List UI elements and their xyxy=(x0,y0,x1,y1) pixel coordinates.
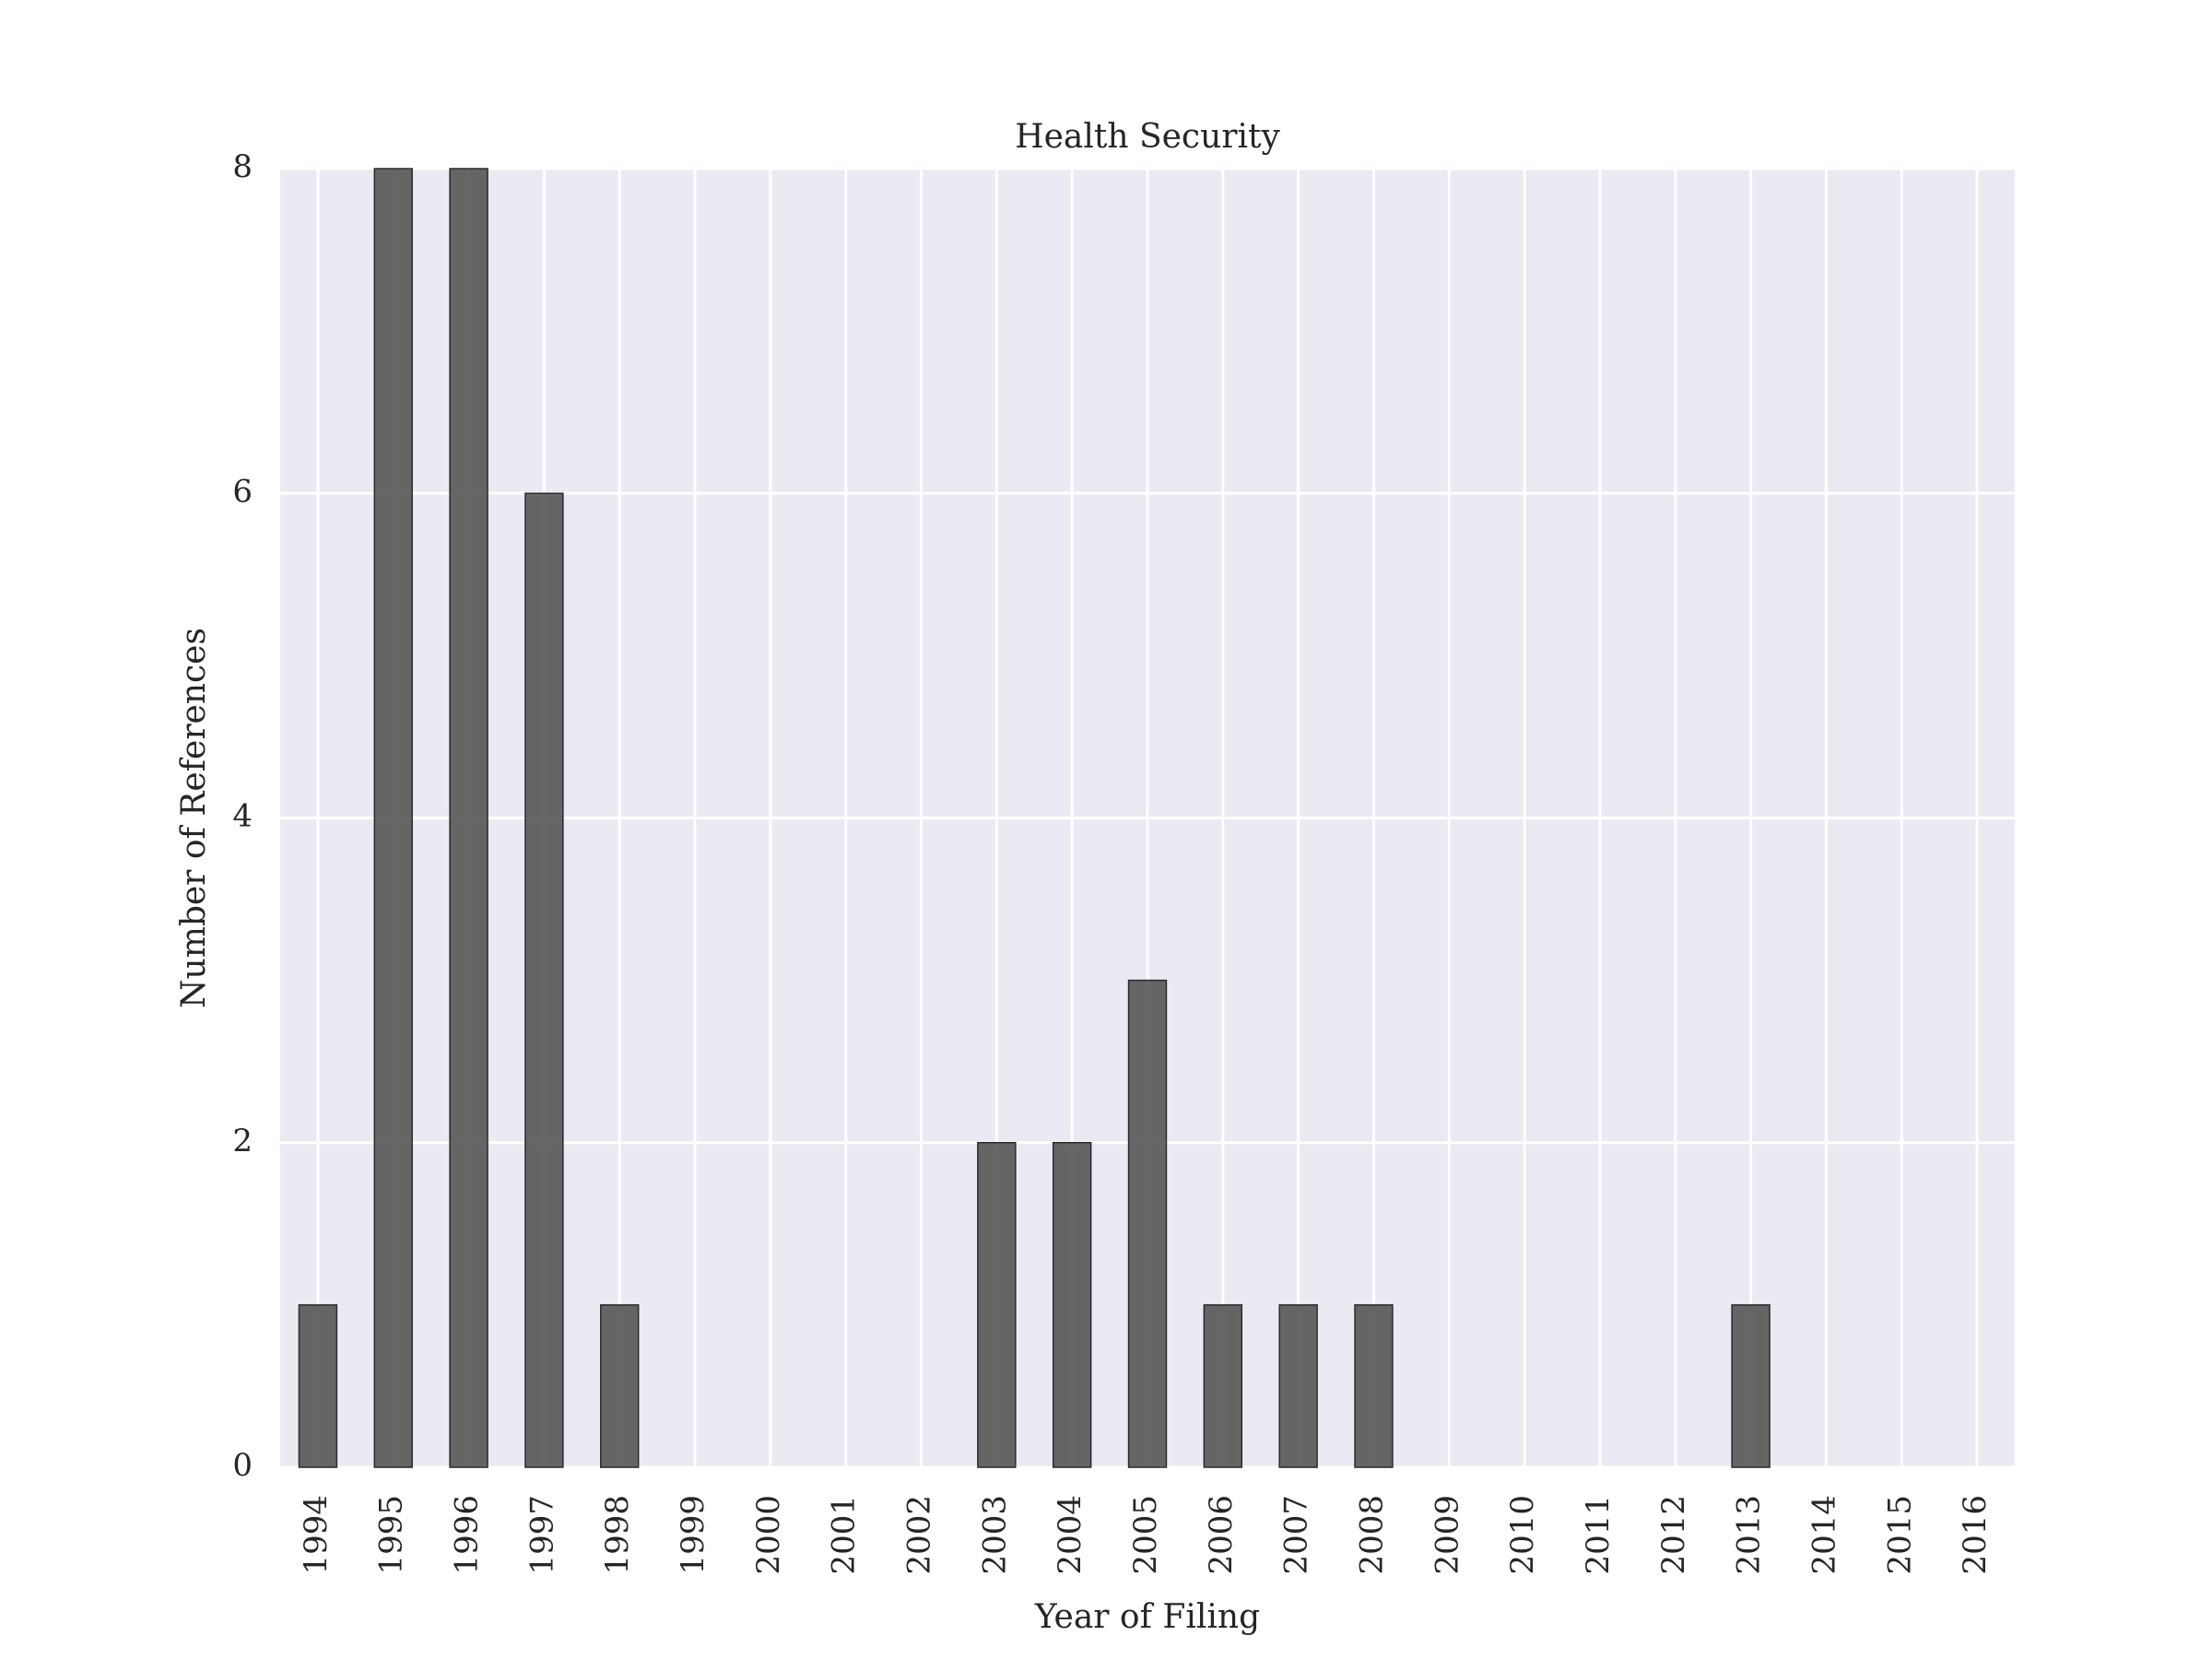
x-tick-label: 1998 xyxy=(599,1495,636,1575)
y-tick-label: 4 xyxy=(232,798,253,835)
x-tick-label: 2013 xyxy=(1731,1495,1768,1575)
y-tick-labels: 0 2 4 6 8 xyxy=(232,148,253,1484)
bar-1997 xyxy=(524,492,564,1468)
x-tick-label: 2007 xyxy=(1278,1495,1315,1575)
x-tick-label: 2001 xyxy=(826,1495,863,1575)
x-tick-label: 2008 xyxy=(1353,1495,1390,1575)
x-tick-label: 1995 xyxy=(373,1495,410,1575)
bar-1994 xyxy=(298,1304,338,1468)
x-tick-label: 2006 xyxy=(1203,1495,1240,1575)
x-tick-label: 2009 xyxy=(1429,1495,1465,1575)
bar-2006 xyxy=(1203,1304,1243,1468)
x-tick-label: 1999 xyxy=(675,1495,712,1575)
x-tick-label: 2014 xyxy=(1806,1495,1842,1575)
bar-1995 xyxy=(373,168,413,1468)
x-tick-label: 2012 xyxy=(1655,1495,1692,1575)
x-axis-label: Year of Filing xyxy=(1034,1598,1260,1636)
x-tick-label: 2016 xyxy=(1957,1495,1994,1575)
grid-lines xyxy=(280,167,2015,1469)
chart-title: Health Security xyxy=(1015,118,1280,156)
x-tick-label: 2000 xyxy=(750,1495,787,1575)
x-tick-label: 2010 xyxy=(1504,1495,1541,1575)
y-tick-label: 6 xyxy=(232,473,253,510)
x-tick-label: 2011 xyxy=(1580,1495,1617,1575)
y-tick-label: 0 xyxy=(232,1447,253,1484)
y-tick-label: 8 xyxy=(232,148,253,185)
bar-1998 xyxy=(600,1304,640,1468)
bar-2005 xyxy=(1127,979,1168,1468)
bar-2013 xyxy=(1731,1304,1771,1468)
bars xyxy=(298,168,1771,1468)
x-tick-label: 2004 xyxy=(1052,1495,1088,1575)
x-tick-label: 2003 xyxy=(976,1495,1013,1575)
x-tick-label: 2015 xyxy=(1881,1495,1918,1575)
x-tick-label: 2005 xyxy=(1127,1495,1164,1575)
bar-2008 xyxy=(1354,1304,1394,1468)
x-tick-label: 1996 xyxy=(449,1495,486,1575)
bar-2003 xyxy=(977,1142,1017,1468)
x-tick-label: 2002 xyxy=(901,1495,938,1575)
bar-2004 xyxy=(1052,1142,1092,1468)
y-tick-label: 2 xyxy=(232,1123,253,1159)
bar-2007 xyxy=(1278,1304,1318,1468)
x-tick-label: 1994 xyxy=(298,1495,335,1575)
bar-1996 xyxy=(449,168,488,1468)
x-tick-label: 1997 xyxy=(524,1495,560,1575)
y-axis-label: Number of References xyxy=(175,628,213,1008)
x-tick-labels: 1994 1995 1996 1997 1998 1999 2000 2001 2002 2003… xyxy=(298,1495,1994,1575)
